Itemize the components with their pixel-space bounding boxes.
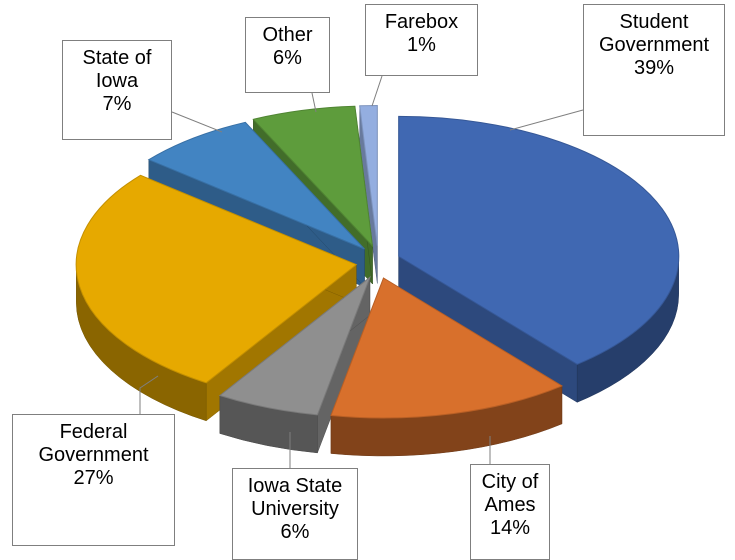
label-value: 6% xyxy=(273,47,302,69)
slice xyxy=(75,174,358,384)
data-label: City of Ames 14% xyxy=(470,464,550,560)
label-name: Other xyxy=(262,24,313,46)
leader-line xyxy=(171,111,223,133)
label-name: Student Government xyxy=(598,11,710,56)
slice xyxy=(218,275,372,416)
label-value: 1% xyxy=(407,34,436,56)
leader-line xyxy=(509,109,584,131)
slice xyxy=(147,121,365,250)
slice xyxy=(359,104,378,246)
slice xyxy=(330,277,564,419)
label-value: 39% xyxy=(633,57,675,79)
leader-line xyxy=(311,92,317,113)
label-name: Iowa State University xyxy=(247,475,343,520)
label-name: Farebox xyxy=(384,11,459,33)
data-label: Iowa State University 6% xyxy=(232,468,358,560)
label-name: Federal Government xyxy=(38,421,149,466)
leader-line xyxy=(139,375,159,414)
data-label: Student Government 39% xyxy=(583,4,725,136)
label-value: 14% xyxy=(489,517,531,539)
data-label: State of Iowa 7% xyxy=(62,40,172,140)
data-label: Federal Government 27% xyxy=(12,414,175,546)
data-label: Farebox 1% xyxy=(365,4,478,76)
label-value: 27% xyxy=(73,467,114,489)
data-label: Other 6% xyxy=(245,17,330,93)
label-name: City of Ames xyxy=(481,471,539,516)
slice xyxy=(398,115,680,365)
label-name: State of Iowa xyxy=(82,47,152,92)
leader-line xyxy=(371,75,383,107)
label-value: 6% xyxy=(280,521,310,543)
slice xyxy=(252,105,374,248)
label-value: 7% xyxy=(102,93,132,115)
